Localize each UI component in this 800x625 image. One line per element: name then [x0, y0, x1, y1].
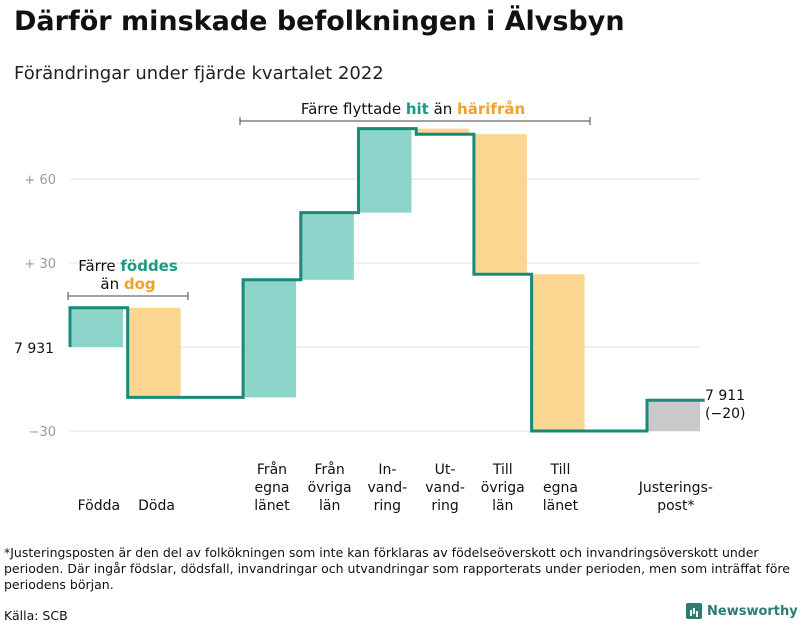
- bar-increase: [301, 212, 354, 280]
- y-tick-labels: + 60 + 30 −30: [24, 173, 56, 440]
- bar-increase: [244, 279, 297, 398]
- category-label: Till: [492, 462, 513, 478]
- births-annotation-line: Färre föddes: [78, 257, 178, 275]
- bars: [71, 128, 700, 431]
- end-value-label: 7 911: [705, 388, 745, 404]
- category-label: Justerings-: [638, 480, 713, 496]
- category-label: län: [319, 498, 340, 514]
- category-label: ring: [374, 498, 401, 514]
- migration-annotation-part: hit: [406, 100, 429, 118]
- end-change-label: (−20): [705, 406, 745, 422]
- category-label: ring: [431, 498, 458, 514]
- births-annotation-line-part: dog: [124, 275, 156, 293]
- category-label: Ut-: [435, 462, 456, 478]
- bar-decrease: [474, 134, 527, 275]
- category-label: egna: [543, 480, 578, 496]
- births-annotation-line: än dog: [100, 275, 155, 293]
- category-label: Födda: [78, 498, 120, 514]
- births-annotation-line-part: Färre: [78, 257, 120, 275]
- category-label: Från: [257, 461, 287, 478]
- births-annotation-line-part: än: [100, 275, 123, 293]
- chart-title: Därför minskade befolkningen i Älvsbyn: [14, 6, 625, 37]
- births-annotation-line-part: föddes: [120, 257, 177, 275]
- category-label: länet: [543, 498, 579, 514]
- footnote: *Justeringsposten är den del av folkökni…: [4, 545, 790, 592]
- migration-annotation: Färre flyttade hit än härifrån: [301, 100, 525, 118]
- bar-increase: [71, 307, 123, 347]
- cumulative-step-line: [68, 127, 705, 433]
- migration-annotation-part: än: [429, 100, 457, 118]
- bar-increase: [359, 128, 412, 213]
- step-line: [68, 127, 705, 433]
- y-tick-label: + 60: [24, 173, 56, 188]
- migration-annotation-part: härifrån: [457, 100, 525, 118]
- category-label: län: [492, 498, 513, 514]
- category-label: Döda: [138, 498, 175, 514]
- category-label: övriga: [308, 480, 352, 496]
- category-label: vand-: [425, 480, 465, 496]
- start-value-label: 7 931: [14, 341, 54, 357]
- category-label: In-: [378, 462, 396, 478]
- brand-logo: Newsworthy: [686, 603, 798, 619]
- category-label: övriga: [481, 480, 525, 496]
- chart-subtitle: Förändringar under fjärde kvartalet 2022: [14, 63, 384, 84]
- bar-decrease: [417, 128, 470, 135]
- bar-decrease: [532, 274, 585, 431]
- category-label: post*: [657, 498, 694, 514]
- migration-annotation-part: Färre flyttade: [301, 100, 406, 118]
- y-tick-label: + 30: [24, 257, 56, 272]
- bar-decrease: [128, 307, 181, 398]
- category-label: länet: [254, 498, 290, 514]
- category-label: egna: [254, 480, 289, 496]
- waterfall-chart: + 60 + 30 −30 Födda Döda Från egna länet Från öv…: [14, 100, 745, 514]
- category-labels: Födda Döda Från egna länet Från övriga län In-va…: [78, 461, 713, 514]
- category-label: Från: [315, 461, 345, 478]
- category-label: vand-: [368, 480, 408, 496]
- source-label: Källa: SCB: [4, 608, 68, 623]
- brand-name: Newsworthy: [707, 603, 798, 619]
- chart-logo-icon: [686, 603, 702, 619]
- y-tick-label: −30: [29, 425, 56, 440]
- category-label: Till: [550, 462, 571, 478]
- bar-adjustment: [648, 400, 700, 431]
